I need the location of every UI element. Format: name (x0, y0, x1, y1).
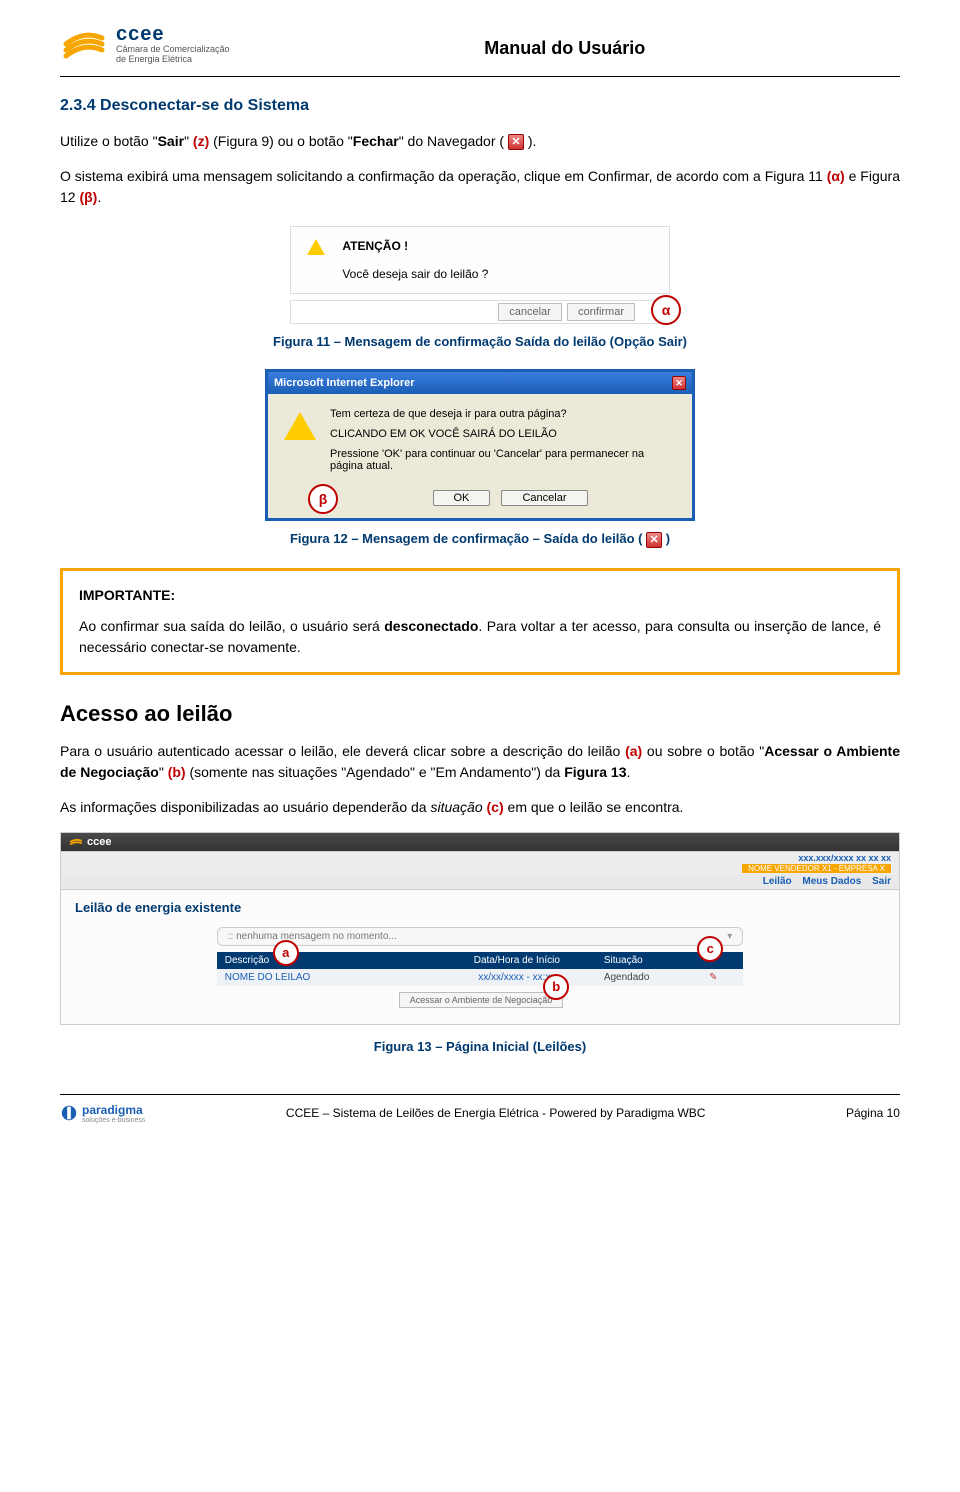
mini-logo-icon (69, 835, 83, 849)
footer-page: Página 10 (846, 1106, 900, 1120)
dialog-sair: ATENÇÃO ! Você deseja sair do leilão ? c… (290, 226, 670, 324)
heading-acesso: Acesso ao leilão (60, 701, 900, 727)
nav-leilao[interactable]: Leilão (763, 876, 792, 887)
callout-c: c (697, 936, 723, 962)
col-situacao: Situação (596, 952, 701, 969)
callout-alpha: α (651, 295, 681, 325)
close-icon[interactable]: ✕ (672, 376, 686, 390)
logo: ccee Câmara de Comercialização de Energi… (60, 20, 230, 68)
paragraph-1: Utilize o botão "Sair" (z) (Figura 9) ou… (60, 131, 900, 152)
callout-b: b (543, 974, 569, 1000)
footer-center: CCEE – Sistema de Leilões de Energia Elé… (286, 1106, 706, 1120)
section-heading: 2.3.4 Desconectar-se do Sistema (60, 97, 900, 115)
paradigma-logo: paradigma soluções e-business (60, 1103, 145, 1124)
close-icon: ✕ (646, 532, 662, 548)
panel-title: Leilão de energia existente (75, 900, 885, 915)
close-icon: ✕ (508, 134, 524, 150)
figure-13-screenshot: ccee xxx.xxx/xxxx xx xx xx NOME VENDEDOR… (60, 832, 900, 1025)
table-row[interactable]: NOME DO LEILAO xx/xx/xxxx - xx:xx Agenda… (217, 969, 744, 986)
page-footer: paradigma soluções e-business CCEE – Sis… (60, 1103, 900, 1144)
message-bar: :: nenhuma mensagem no momento...▾ (217, 927, 744, 946)
figure-12: Microsoft Internet Explorer ✕ Tem certez… (60, 369, 900, 521)
logo-text: ccee Câmara de Comercialização de Energi… (116, 23, 230, 65)
paragraph-4: As informações disponibilizadas ao usuár… (60, 797, 900, 818)
dialog-ie: Microsoft Internet Explorer ✕ Tem certez… (265, 369, 695, 521)
paragraph-2: O sistema exibirá uma mensagem solicitan… (60, 166, 900, 208)
callout-beta: β (308, 484, 338, 514)
confirm-button[interactable]: confirmar (567, 303, 635, 321)
warning-icon (284, 412, 316, 440)
callout-a: a (273, 940, 299, 966)
col-data: Data/Hora de Início (438, 952, 596, 969)
row-icon[interactable]: ✎ (701, 969, 743, 986)
figure-11: ATENÇÃO ! Você deseja sair do leilão ? c… (60, 226, 900, 324)
page-header: ccee Câmara de Comercialização de Energi… (60, 20, 900, 77)
acessar-button[interactable]: Acessar o Ambiente de Negociação (399, 992, 564, 1008)
caption-12: Figura 12 – Mensagem de confirmação – Sa… (60, 531, 900, 548)
warning-icon (307, 239, 325, 255)
manual-title: Manual do Usuário (230, 38, 900, 59)
caption-11: Figura 11 – Mensagem de confirmação Saíd… (60, 334, 900, 349)
nav-meus-dados[interactable]: Meus Dados (802, 876, 861, 887)
paragraph-3: Para o usuário autenticado acessar o lei… (60, 741, 900, 783)
cancel-button[interactable]: Cancelar (501, 490, 587, 506)
cancel-button[interactable]: cancelar (498, 303, 562, 321)
ccee-logo-icon (60, 20, 108, 68)
col-descricao: Descrição (217, 952, 438, 969)
ok-button[interactable]: OK (433, 490, 491, 506)
caption-13: Figura 13 – Página Inicial (Leilões) (60, 1039, 900, 1054)
nav-sair[interactable]: Sair (872, 876, 891, 887)
important-box: IMPORTANTE: Ao confirmar sua saída do le… (60, 568, 900, 675)
